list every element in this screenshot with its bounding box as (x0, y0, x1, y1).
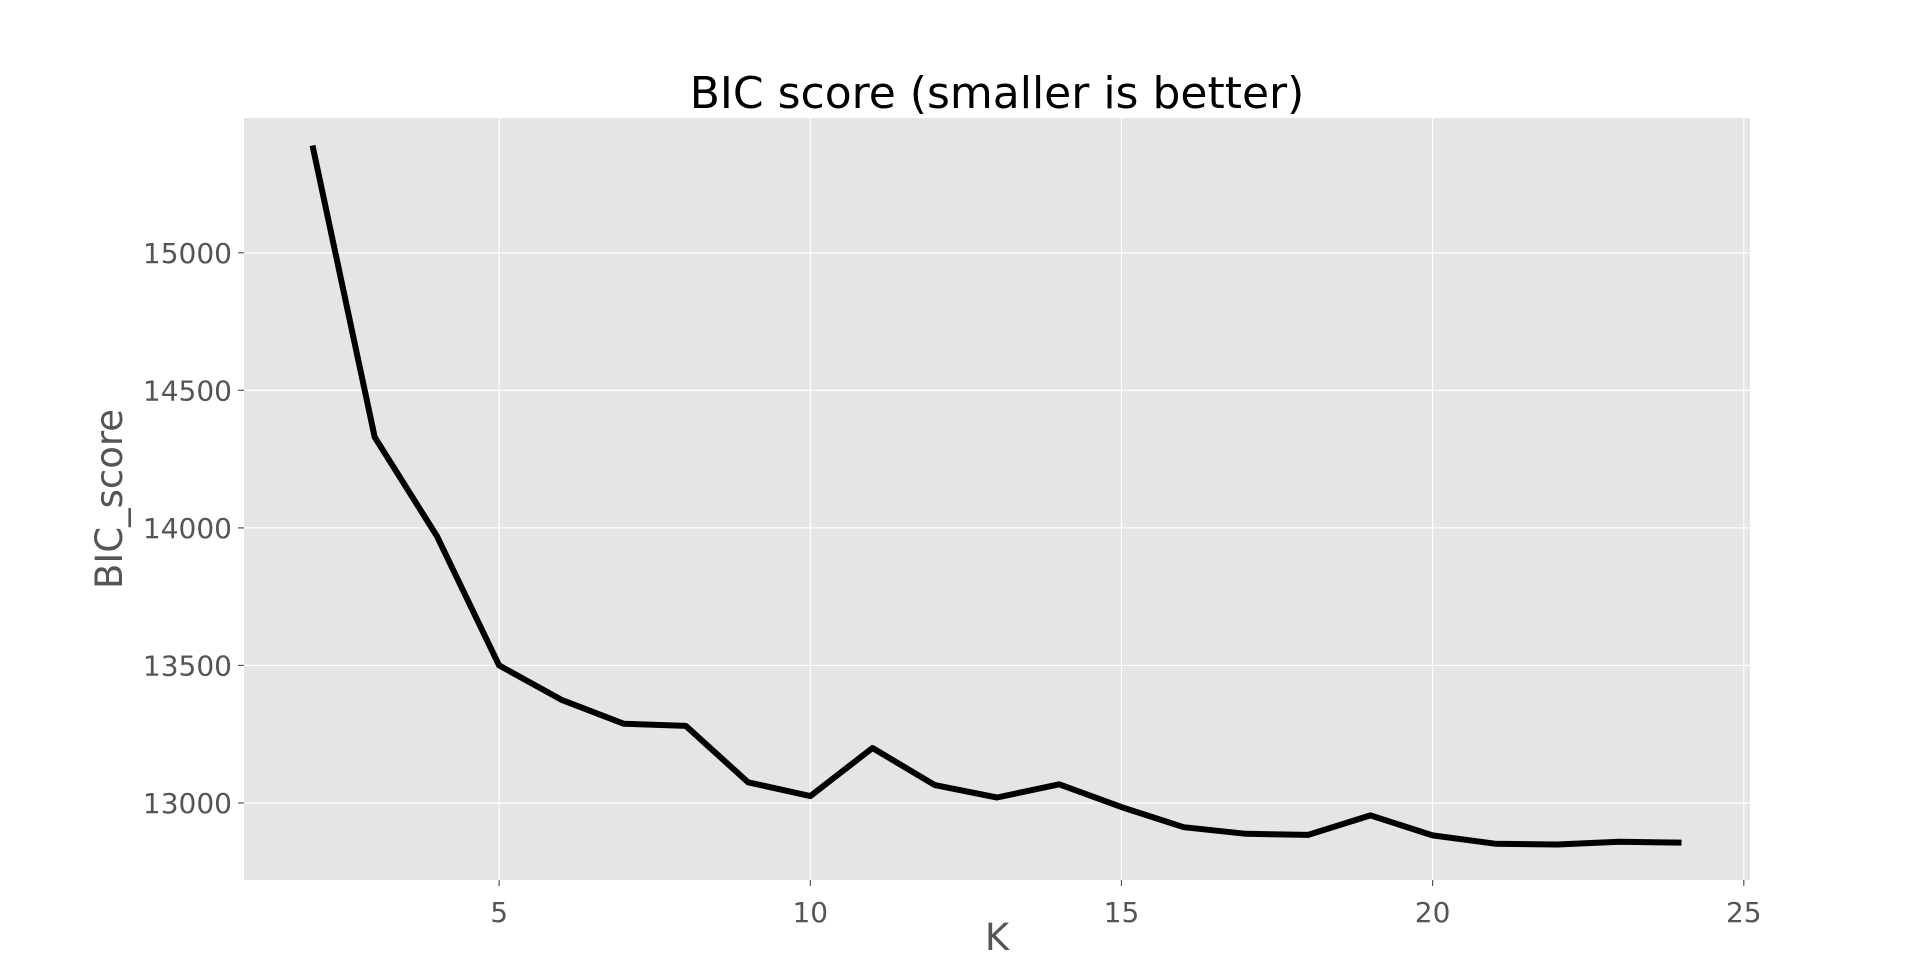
x-tick-label: 10 (792, 896, 828, 929)
y-tick-label: 13500 (143, 649, 232, 682)
x-tick-label: 20 (1415, 896, 1451, 929)
series-group (309, 144, 1682, 848)
y-tick-label: 13000 (143, 787, 232, 820)
y-axis-label: BIC_score (88, 409, 131, 589)
y-tick-label: 15000 (143, 237, 232, 270)
x-axis-label: K (985, 916, 1011, 959)
series-line (309, 144, 1682, 848)
axis-ticks: 5 10 15 20 25 13000 13500 14000 14500 15000 (143, 237, 1762, 929)
y-tick-label: 14500 (143, 374, 232, 407)
x-tick-label: 15 (1104, 896, 1140, 929)
x-tick-label: 25 (1726, 896, 1762, 929)
x-tick-label: 5 (490, 896, 508, 929)
y-tick-label: 14000 (143, 512, 232, 545)
plot-area (244, 118, 1750, 880)
chart-title: BIC score (smaller is better) (690, 68, 1305, 119)
grid-lines (244, 118, 1750, 880)
